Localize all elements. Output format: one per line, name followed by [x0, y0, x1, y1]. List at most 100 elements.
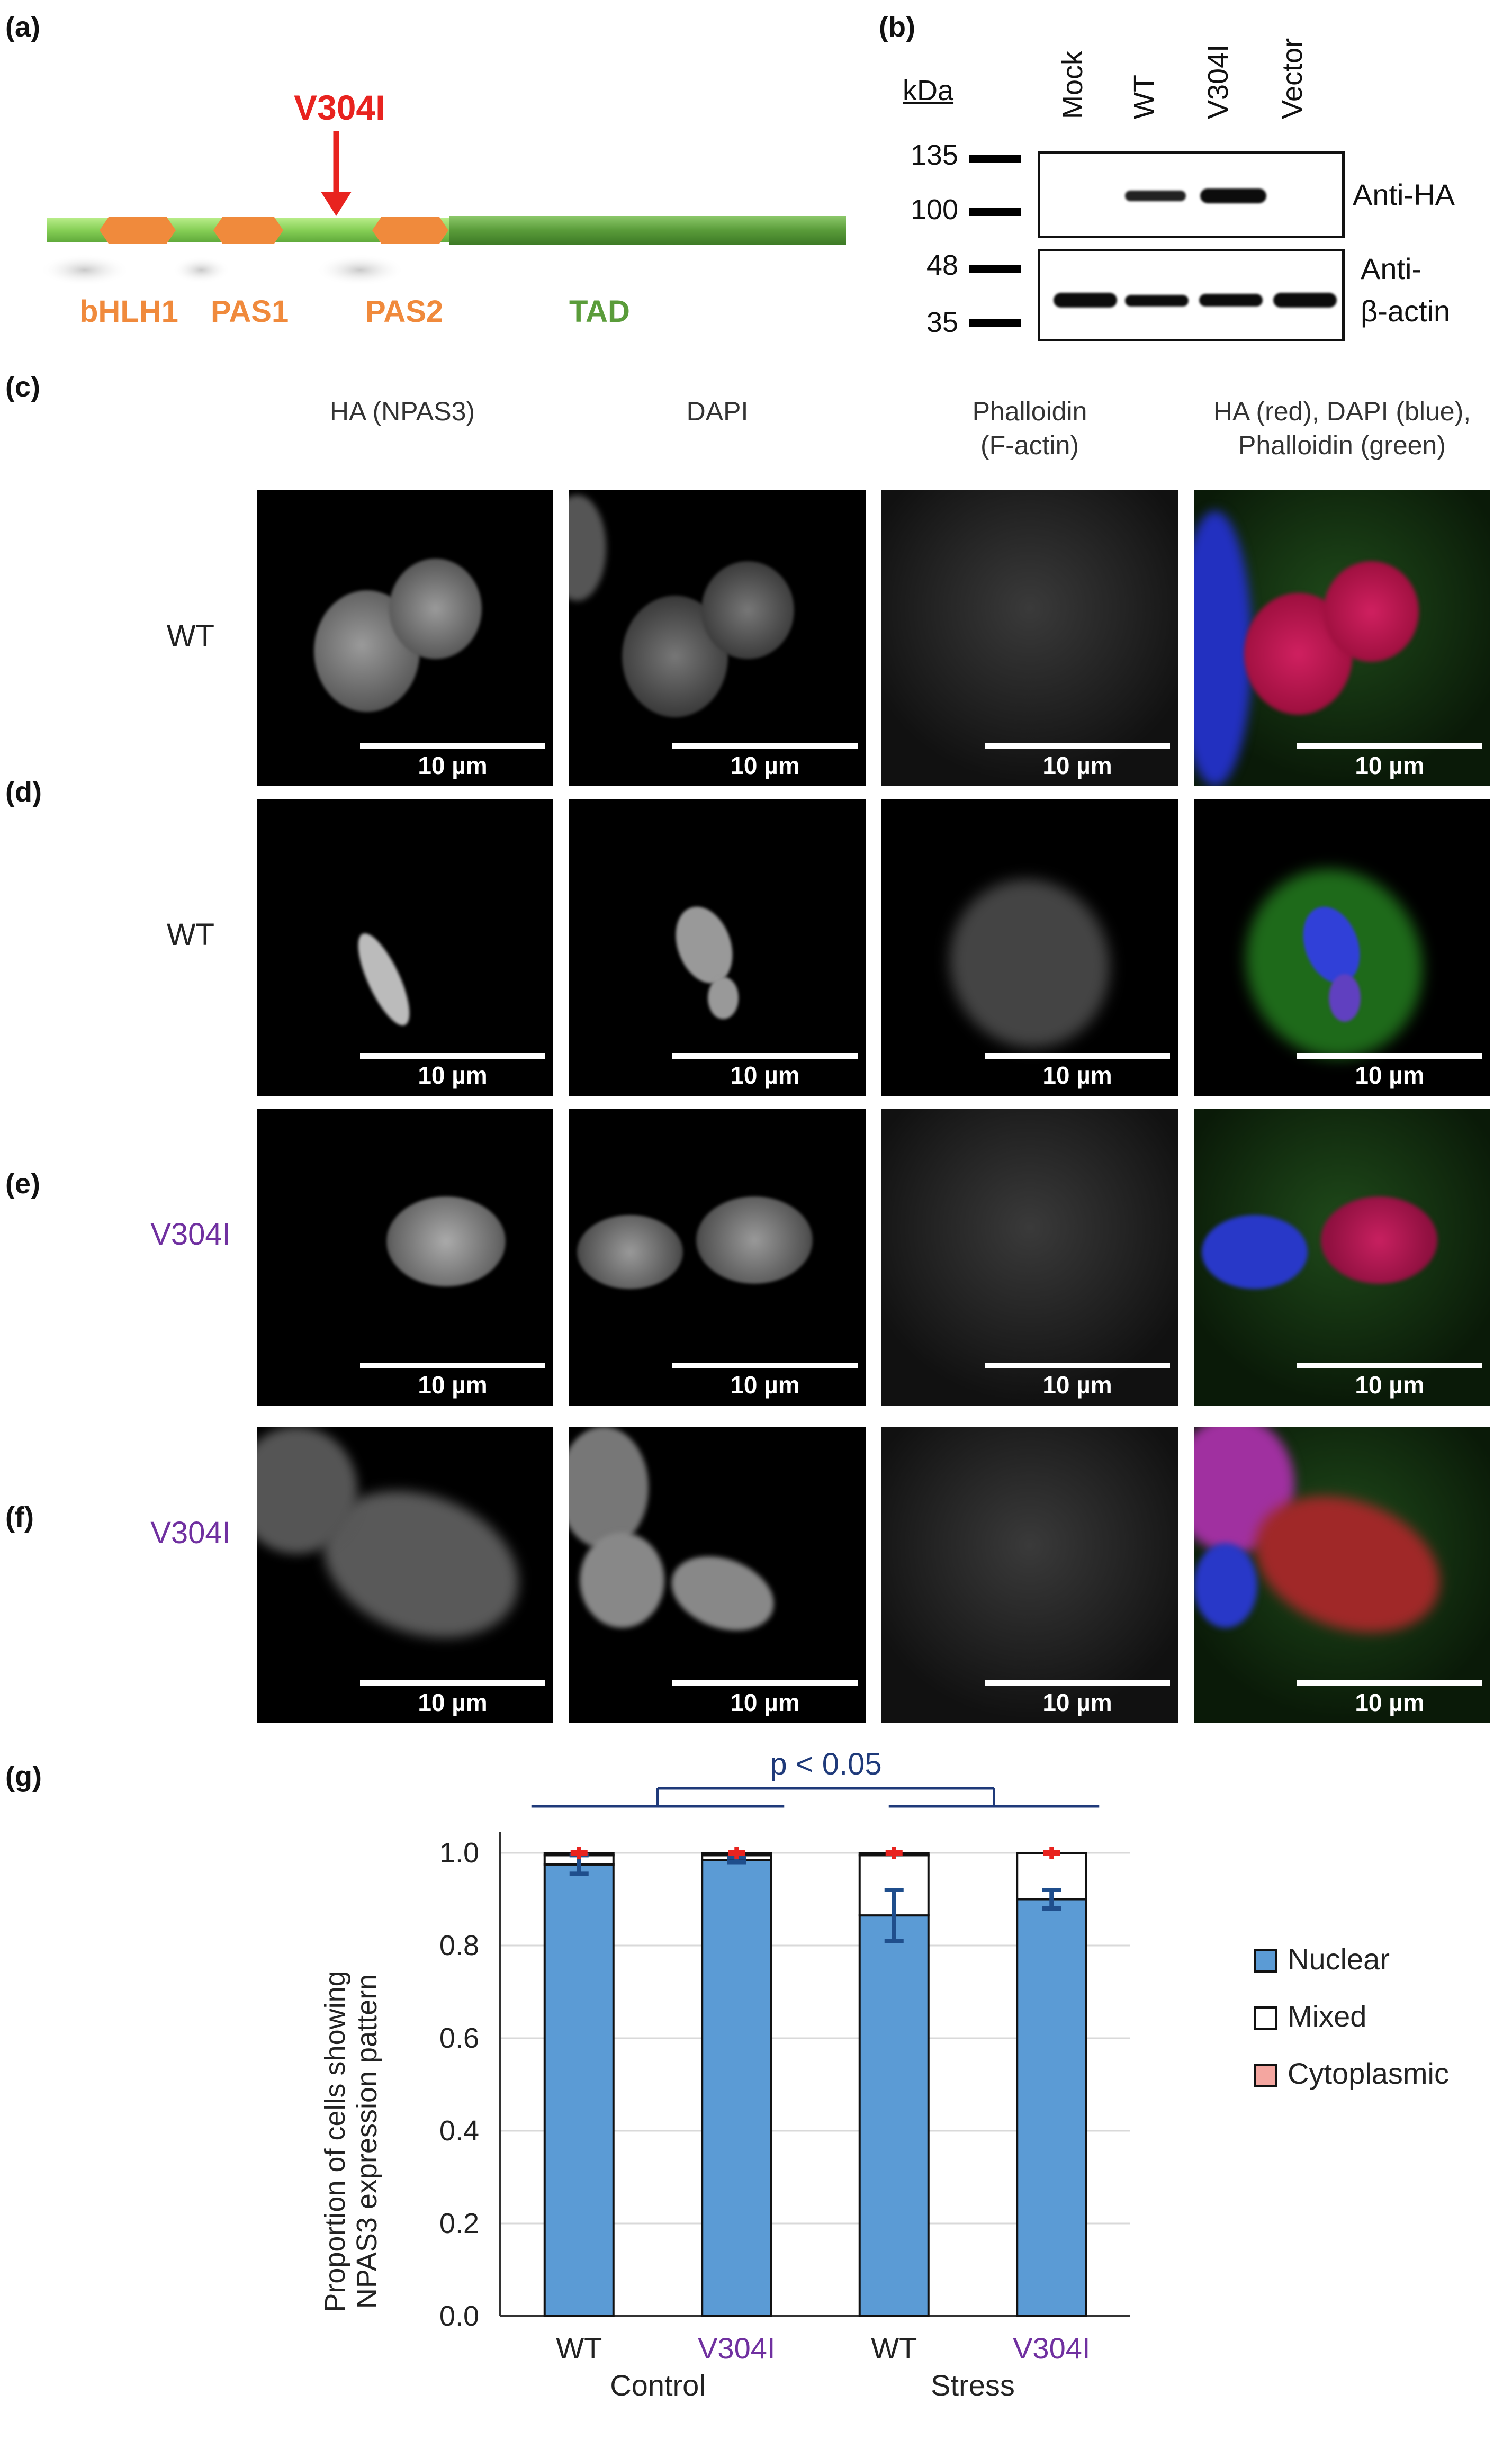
protein-schematic — [40, 131, 846, 286]
column-title-merge-line1: HA (red), DAPI (blue), — [1213, 397, 1471, 426]
x-tick-label: V304I — [1013, 2331, 1090, 2365]
nucleus — [569, 1427, 649, 1548]
bhlh1-motif — [100, 217, 176, 244]
domain-label-pas1: PAS1 — [211, 294, 289, 329]
scale-bar — [985, 1680, 1170, 1686]
micrograph-c-phalloidin: 10 µm — [881, 490, 1178, 786]
legend-swatch-cytoplasmic — [1254, 2064, 1277, 2087]
significance-label: p < 0.05 — [770, 1747, 881, 1781]
scale-label: 10 µm — [1355, 752, 1425, 779]
group-label: Stress — [931, 2369, 1015, 2402]
y-tick-label: 0.0 — [439, 2300, 479, 2332]
band-vector-actin — [1273, 293, 1337, 308]
scale-label: 10 µm — [418, 1371, 488, 1399]
scale-label: 10 µm — [1042, 1689, 1112, 1716]
micrograph-d-phalloidin: 10 µm — [881, 799, 1178, 1096]
scale-bar — [672, 1363, 858, 1368]
legend-swatch-nuclear — [1254, 1949, 1277, 1973]
blot-anti-ha — [1038, 151, 1345, 238]
nucleus — [1321, 1196, 1437, 1284]
scale-label: 10 µm — [1355, 1689, 1425, 1716]
lane-label-wt: WT — [1128, 75, 1160, 119]
scale-label: 10 µm — [418, 752, 488, 779]
scale-label: 10 µm — [730, 1061, 800, 1089]
micrograph-c-dapi: 10 µm — [569, 490, 866, 786]
marker-135: 135 — [910, 139, 958, 171]
pas1-motif — [213, 217, 283, 244]
micrograph-e-merge: 10 µm — [1194, 1109, 1490, 1406]
x-tick-label: WT — [556, 2331, 602, 2365]
nucleus — [1324, 561, 1419, 662]
micrograph-e-ha: 10 µm — [257, 1109, 553, 1406]
scale-label: 10 µm — [730, 752, 800, 779]
nucleus — [1194, 511, 1252, 786]
column-title-ha-line1: HA (NPAS3) — [329, 397, 475, 426]
marker-48: 48 — [926, 249, 958, 281]
scale-bar — [1297, 743, 1482, 749]
y-tick-label: 0.4 — [439, 2115, 479, 2147]
nucleus — [386, 1196, 506, 1286]
bar-nuclear — [701, 1859, 772, 2317]
legend-label-nuclear: Nuclear — [1288, 1942, 1390, 1976]
lane-label-mock: Mock — [1057, 50, 1088, 119]
micrograph-e-phalloidin: 10 µm — [881, 1109, 1178, 1406]
scale-bar — [1297, 1053, 1482, 1059]
row-label-d: WT — [166, 917, 215, 952]
marker-dash-48 — [969, 265, 1021, 273]
scale-label: 10 µm — [1042, 1371, 1112, 1399]
pas2-motif — [372, 217, 448, 244]
lane-label-v304i: V304I — [1202, 44, 1234, 119]
scale-label: 10 µm — [418, 1061, 488, 1089]
nucleus — [696, 1196, 813, 1284]
tad-region — [449, 216, 846, 245]
scale-bar — [985, 1363, 1170, 1368]
bhlh1-shadow — [40, 254, 130, 286]
y-tick-label: 0.8 — [439, 1930, 479, 1961]
pas1-shadow — [172, 256, 230, 284]
group-label: Control — [610, 2369, 706, 2402]
band-wt-ha — [1125, 191, 1186, 201]
stacked-bar-chart: 0.0 0.2 0.4 0.6 0.8 1.0 WT V304I WT V304I Control S… — [439, 1747, 1449, 2402]
scale-bar — [672, 743, 858, 749]
scale-bar — [360, 743, 545, 749]
scale-label: 10 µm — [730, 1371, 800, 1399]
scale-label: 10 µm — [730, 1689, 800, 1716]
column-title-ha: HA (NPAS3) — [254, 394, 551, 428]
scale-bar — [672, 1680, 858, 1686]
micrograph-d-ha: 10 µm — [257, 799, 553, 1096]
scale-label: 10 µm — [418, 1689, 488, 1716]
scale-bar — [672, 1053, 858, 1059]
column-title-dapi-line1: DAPI — [686, 397, 749, 426]
antibody-anti-label: Anti- — [1361, 252, 1422, 285]
band-wt-actin — [1125, 295, 1189, 307]
bar-nuclear — [858, 1914, 930, 2317]
nucleus — [665, 898, 743, 992]
nucleus — [580, 1533, 664, 1628]
column-title-dapi: DAPI — [569, 394, 866, 428]
scale-bar — [985, 743, 1170, 749]
legend-swatch-mixed — [1254, 2006, 1277, 2030]
scale-bar — [1297, 1363, 1482, 1368]
y-tick-label: 0.2 — [439, 2208, 479, 2239]
panel-letter-a: (a) — [5, 11, 40, 43]
bar-nuclear — [543, 1863, 615, 2317]
scale-bar — [985, 1053, 1170, 1059]
x-tick-label: WT — [871, 2331, 917, 2365]
scale-bar — [1297, 1680, 1482, 1686]
marker-dash-100 — [969, 208, 1021, 216]
cell — [926, 857, 1133, 1070]
lane-label-vector: Vector — [1276, 38, 1308, 119]
nucleus — [661, 1543, 785, 1644]
micrograph-f-phalloidin: 10 µm — [881, 1427, 1178, 1723]
row-label-e: V304I — [150, 1217, 231, 1251]
micrograph-d-dapi: 10 µm — [569, 799, 866, 1096]
marker-100: 100 — [910, 194, 958, 226]
marker-dash-35 — [969, 319, 1021, 327]
blot-beta-actin — [1038, 249, 1345, 341]
mutation-arrow-head — [321, 192, 352, 216]
legend-label-cytoplasmic: Cytoplasmic — [1288, 2057, 1449, 2090]
row-label-c: WT — [166, 619, 215, 653]
cell — [257, 1427, 357, 1554]
panel-letter-c: (c) — [5, 371, 40, 403]
micrograph-f-dapi: 10 µm — [569, 1427, 866, 1723]
